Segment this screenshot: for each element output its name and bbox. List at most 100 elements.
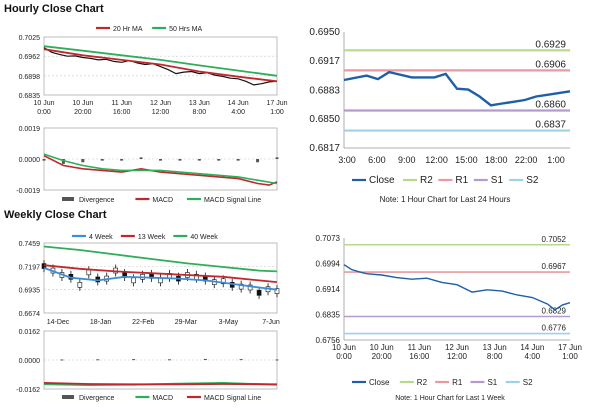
legend-swatch (62, 395, 74, 399)
divergence-bar (275, 359, 279, 361)
legend-label: S1 (491, 175, 504, 186)
divergence-bar (42, 159, 46, 161)
x-tick-label: 17 Jun (266, 100, 287, 107)
macd-line (43, 153, 278, 185)
x-tick-label: 15:00 (455, 155, 478, 165)
legend-label: 40 Week (190, 234, 218, 241)
close-line (343, 70, 571, 107)
legend-label: 20 Hr MA (113, 26, 143, 33)
plot-frame (43, 36, 278, 96)
legend-label: R1 (455, 175, 468, 186)
x-tick-label: 0:00 (37, 109, 51, 116)
x-tick-label: 17 Jun (558, 343, 582, 352)
x-tick-label: 6:00 (368, 155, 386, 165)
divergence-bar (60, 359, 64, 361)
y-tick-label: 0.0019 (19, 126, 41, 133)
y-tick-label: 0.0162 (19, 329, 41, 336)
candle-body (131, 277, 136, 284)
y-tick-label: 0.6674 (19, 311, 41, 318)
legend-label: Divergence (79, 197, 115, 204)
y-tick-label: 0.7459 (19, 241, 41, 248)
legend-label: MACD Signal Line (204, 197, 261, 204)
x-tick-label: 14 Jun (520, 343, 544, 352)
y-tick-label: 0.6898 (19, 74, 41, 81)
y-tick-label: 0.0000 (19, 358, 41, 365)
legend-label: Close (369, 175, 395, 186)
chart-note: Note: 1 Hour Chart for Last 1 Week (395, 395, 505, 402)
level-label-r2: 0.6929 (535, 39, 566, 50)
divergence-bar (139, 157, 143, 159)
ma-line (43, 48, 278, 83)
ma-line (43, 45, 278, 77)
level-label-s2: 0.6776 (542, 324, 567, 333)
y-tick-label: -0.0162 (16, 387, 40, 394)
divergence-bar (159, 159, 162, 161)
y-tick-label: 0.6935 (19, 288, 41, 295)
divergence-bar (256, 159, 260, 163)
plot-frame (43, 242, 278, 314)
x-tick-label: 10 Jun (33, 100, 54, 107)
level-label-r1: 0.6967 (542, 262, 567, 271)
legend-label: MACD (152, 197, 173, 204)
x-tick-label: 20:00 (372, 352, 393, 361)
x-tick-label: 18:00 (485, 155, 508, 165)
x-tick-label: 16:00 (409, 352, 430, 361)
x-tick-label: 9:00 (398, 155, 416, 165)
divergence-bar (236, 159, 240, 161)
level-label-s2: 0.6837 (535, 120, 566, 131)
x-tick-label: 16:00 (113, 109, 131, 116)
legend-label: Close (369, 378, 390, 387)
ma-line (43, 267, 278, 291)
legend-label: 13 Week (138, 234, 166, 241)
divergence-bar (120, 159, 124, 161)
y-tick-label: 0.6850 (309, 114, 340, 125)
x-tick-label: 11 Jun (111, 100, 132, 107)
x-tick-label: 11 Jun (408, 343, 431, 352)
divergence-bar (61, 159, 65, 164)
candle-body (274, 288, 280, 294)
legend-label: R2 (420, 175, 433, 186)
y-tick-label: 0.6917 (309, 56, 340, 67)
x-tick-label: 22-Feb (132, 319, 154, 326)
level-label-s1: 0.6860 (535, 99, 566, 110)
x-tick-label: 7-Jun (262, 319, 280, 326)
legend-label: R1 (452, 378, 463, 387)
x-tick-label: 14 Jun (228, 100, 249, 107)
x-tick-label: 12:00 (447, 352, 468, 361)
legend-label: R2 (417, 378, 428, 387)
price-line (43, 47, 278, 86)
candle-body (256, 290, 262, 296)
y-tick-label: 0.6835 (19, 93, 41, 100)
x-tick-label: 0:00 (336, 352, 352, 361)
level-label-r1: 0.6906 (535, 59, 566, 70)
divergence-bar (203, 358, 207, 360)
legend-label: 4 Week (89, 234, 113, 241)
x-tick-label: 4:00 (231, 109, 245, 116)
x-tick-label: 10 Jun (72, 100, 93, 107)
legend-label: 50 Hrs MA (169, 26, 202, 33)
x-tick-label: 29-Mar (175, 319, 198, 326)
x-tick-label: 13 Jun (483, 343, 507, 352)
macd-line (43, 382, 278, 386)
divergence-bar (275, 157, 279, 159)
ma-line (43, 245, 278, 273)
x-tick-label: 18-Jan (90, 319, 112, 326)
legend-label: MACD (152, 395, 173, 402)
divergence-bar (81, 159, 85, 163)
x-tick-label: 1:00 (547, 155, 565, 165)
x-tick-label: 3-May (219, 319, 239, 326)
y-tick-label: 0.6994 (316, 259, 341, 268)
x-tick-label: 12 Jun (445, 343, 469, 352)
x-tick-label: 10 Jun (370, 343, 394, 352)
candle-body (86, 269, 92, 276)
y-tick-label: 0.6835 (316, 311, 341, 320)
x-tick-label: 20:00 (74, 109, 92, 116)
legend-label: S2 (526, 175, 539, 186)
y-tick-label: 0.6962 (19, 54, 41, 61)
x-tick-label: 14-Dec (47, 319, 70, 326)
macd-line (43, 154, 278, 186)
close-line (343, 264, 571, 311)
y-tick-label: 0.7197 (19, 264, 41, 271)
legend-swatch (62, 197, 74, 201)
